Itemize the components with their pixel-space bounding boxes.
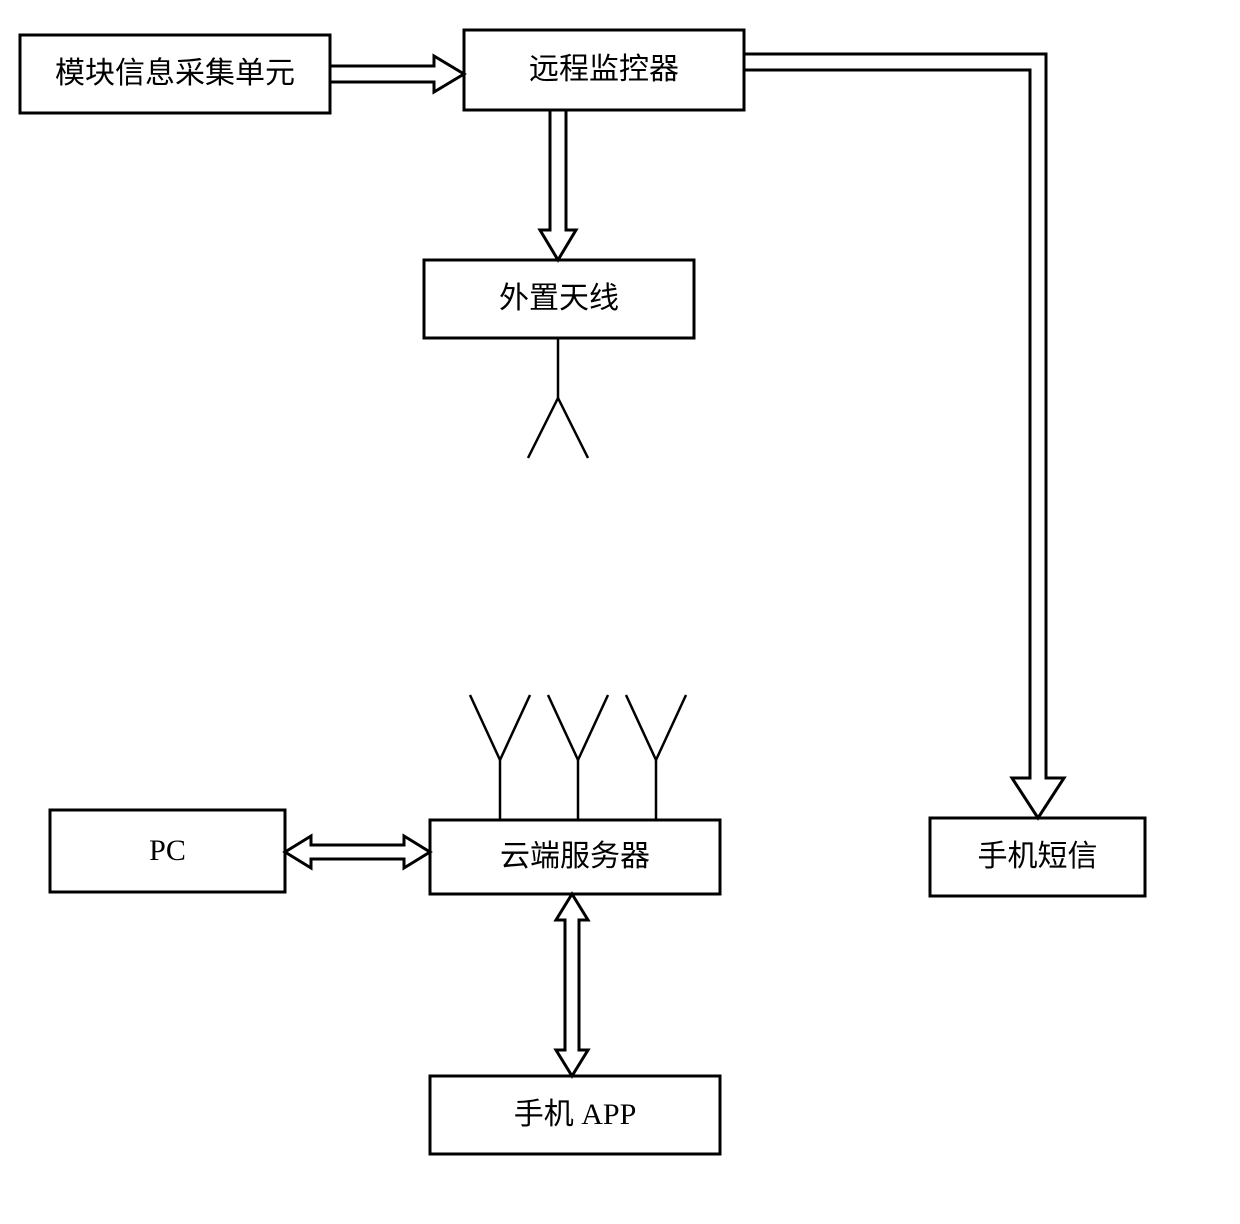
system-diagram: 模块信息采集单元 远程监控器外置天线 PC 云端服务器 手机短信手机 APP — [0, 0, 1240, 1224]
node-module_info: 模块信息采集单元 — [20, 35, 330, 113]
node-mobile_app: 手机 APP — [430, 1076, 720, 1154]
node-ext_antenna: 外置天线 — [424, 260, 694, 338]
node-label-cloud_server: 云端服务器 — [500, 840, 650, 873]
node-label-pc: PC — [149, 834, 186, 867]
node-label-remote_monitor: 远程监控器 — [529, 53, 679, 86]
node-label-mobile_app: 手机 APP — [514, 1098, 637, 1131]
node-sms: 手机短信 — [930, 818, 1145, 896]
node-label-sms: 手机短信 — [978, 840, 1098, 873]
node-label-ext_antenna: 外置天线 — [499, 282, 619, 315]
node-label-module_info: 模块信息采集单元 — [55, 57, 295, 90]
node-cloud_server: 云端服务器 — [430, 820, 720, 894]
node-pc: PC — [50, 810, 285, 892]
node-remote_monitor: 远程监控器 — [464, 30, 744, 110]
